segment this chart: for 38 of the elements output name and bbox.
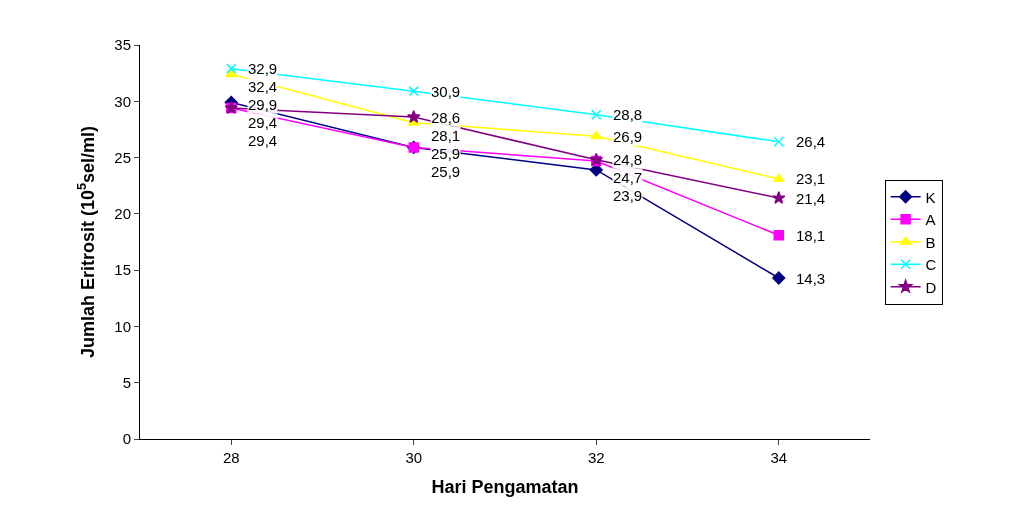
legend-label: A <box>925 211 936 229</box>
x-tick-label: 30 <box>405 449 423 466</box>
data-label: 26,4 <box>796 133 826 150</box>
data-label: 25,9 <box>431 145 461 162</box>
data-label: 26,9 <box>613 128 643 145</box>
legend-label: B <box>925 233 936 251</box>
y-tick-label: 10 <box>114 317 131 335</box>
data-label: 23,9 <box>613 187 643 204</box>
data-label: 32,9 <box>248 60 278 77</box>
data-label: 25,9 <box>431 163 461 180</box>
x-tick-label: 34 <box>770 449 788 466</box>
data-label: 29,9 <box>248 96 278 113</box>
data-label: 29,4 <box>248 132 278 149</box>
data-label: 29,4 <box>248 114 278 131</box>
y-tick-label: 15 <box>114 261 131 279</box>
data-label: 24,7 <box>613 169 643 186</box>
y-tick-label: 20 <box>114 205 131 223</box>
data-label: 23,1 <box>796 170 826 187</box>
legend-label: D <box>925 278 937 296</box>
data-label: 21,4 <box>796 190 826 207</box>
data-label: 14,3 <box>796 270 826 287</box>
data-label: 28,6 <box>431 109 461 126</box>
x-axis-title: Hari Pengamatan <box>431 477 579 498</box>
x-tick-label: 28 <box>222 449 240 466</box>
x-tick-label: 32 <box>587 449 605 466</box>
y-tick-label: 25 <box>114 148 131 166</box>
data-label: 28,8 <box>613 106 643 123</box>
data-label: 28,1 <box>431 127 461 144</box>
legend-label: K <box>925 188 936 206</box>
y-tick-label: 0 <box>122 430 131 448</box>
y-tick-label: 5 <box>122 373 131 391</box>
data-label: 18,1 <box>796 227 826 244</box>
y-tick-label: 30 <box>114 92 131 110</box>
data-label: 32,4 <box>248 78 278 95</box>
data-label: 30,9 <box>431 83 461 100</box>
legend-label: C <box>925 256 937 274</box>
data-label: 24,8 <box>613 151 643 168</box>
y-tick-label: 35 <box>114 36 131 54</box>
